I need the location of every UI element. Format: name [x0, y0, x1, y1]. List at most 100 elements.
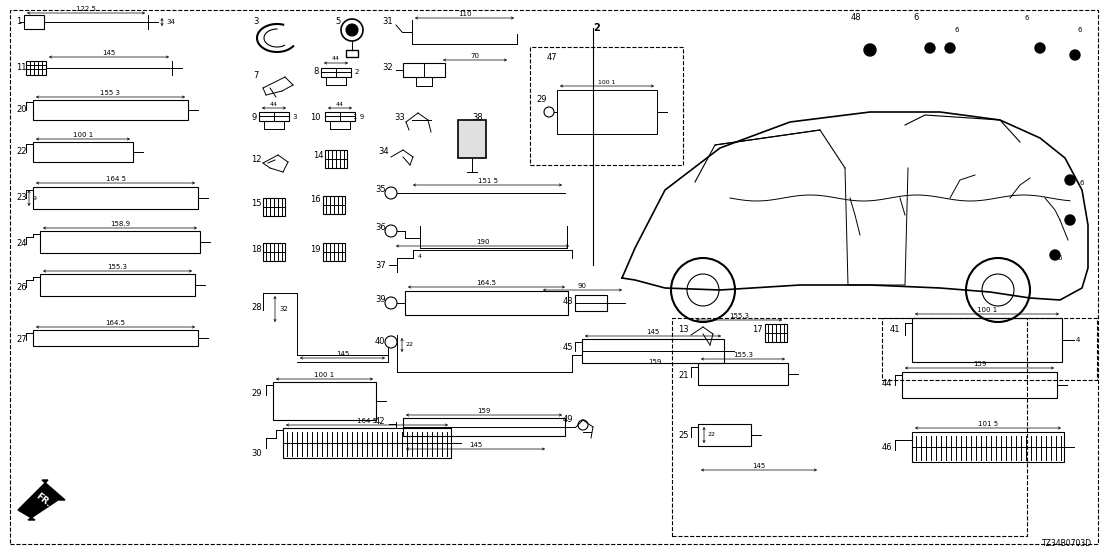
- Text: 16: 16: [310, 196, 320, 204]
- Text: 145: 145: [646, 329, 659, 335]
- Text: 47: 47: [547, 53, 557, 61]
- Text: 44: 44: [270, 101, 278, 106]
- Bar: [325, 112, 355, 121]
- Text: FR.: FR.: [33, 491, 52, 509]
- Text: 38: 38: [472, 112, 483, 121]
- Text: 100 1: 100 1: [977, 307, 997, 313]
- Text: 44: 44: [332, 57, 340, 61]
- Bar: [698, 424, 751, 446]
- Text: 155.3: 155.3: [733, 352, 753, 358]
- Text: 34: 34: [378, 147, 389, 156]
- Text: 145: 145: [752, 463, 766, 469]
- Bar: [33, 330, 198, 346]
- Text: 5: 5: [335, 18, 340, 27]
- Circle shape: [1065, 175, 1075, 185]
- Text: 37: 37: [375, 260, 386, 269]
- Text: 21: 21: [678, 371, 688, 379]
- Bar: [33, 100, 188, 120]
- Bar: [912, 432, 1064, 462]
- Bar: [671, 318, 1027, 536]
- Bar: [324, 243, 345, 261]
- Text: 25: 25: [678, 430, 688, 439]
- Bar: [403, 63, 445, 77]
- Bar: [765, 324, 787, 342]
- Text: 22: 22: [16, 147, 27, 156]
- Bar: [557, 90, 657, 134]
- Text: 34: 34: [166, 19, 175, 25]
- Text: 11: 11: [16, 63, 27, 71]
- Text: 43: 43: [563, 297, 574, 306]
- Text: 1 9: 1 9: [353, 114, 365, 120]
- Text: 6: 6: [955, 27, 960, 33]
- Text: 13: 13: [678, 326, 689, 335]
- Bar: [325, 150, 347, 168]
- Text: 190: 190: [475, 239, 490, 245]
- Bar: [406, 291, 568, 315]
- Text: 6: 6: [913, 13, 919, 23]
- Text: 8: 8: [312, 68, 318, 76]
- Text: 30: 30: [252, 449, 261, 458]
- Text: 164 5: 164 5: [357, 418, 377, 424]
- Bar: [458, 120, 486, 158]
- Text: 164.5: 164.5: [476, 280, 496, 286]
- Text: 20: 20: [16, 105, 27, 115]
- Text: 28: 28: [252, 304, 261, 312]
- Text: 100 1: 100 1: [73, 132, 93, 138]
- Text: 29: 29: [252, 388, 261, 398]
- Bar: [40, 274, 195, 296]
- Text: 3: 3: [293, 114, 297, 120]
- Bar: [283, 428, 451, 458]
- Text: 4: 4: [1076, 337, 1080, 343]
- Text: 159: 159: [478, 408, 491, 414]
- Text: 151 5: 151 5: [478, 178, 497, 184]
- Text: 3: 3: [253, 18, 258, 27]
- Text: 145: 145: [469, 442, 482, 448]
- Bar: [582, 339, 724, 363]
- Text: 39: 39: [375, 295, 386, 305]
- Text: 100 1: 100 1: [598, 80, 616, 85]
- Bar: [346, 50, 358, 57]
- Circle shape: [864, 44, 876, 56]
- Text: 22: 22: [708, 433, 716, 438]
- Text: 6: 6: [1078, 27, 1083, 33]
- Text: 100 1: 100 1: [315, 372, 335, 378]
- Bar: [321, 68, 351, 77]
- Text: 9: 9: [33, 196, 37, 201]
- Text: 17: 17: [752, 326, 762, 335]
- Text: 15: 15: [252, 199, 261, 208]
- Text: 33: 33: [394, 112, 404, 121]
- Text: 49: 49: [563, 416, 574, 424]
- Bar: [324, 196, 345, 214]
- Bar: [33, 142, 133, 162]
- Bar: [40, 231, 201, 253]
- Text: 44: 44: [882, 378, 893, 387]
- Text: 12: 12: [252, 156, 261, 165]
- Text: 14: 14: [312, 151, 324, 160]
- Text: 164.5: 164.5: [105, 320, 125, 326]
- Text: 6: 6: [1025, 15, 1029, 21]
- Bar: [912, 318, 1061, 362]
- Text: 32: 32: [279, 306, 288, 312]
- Bar: [263, 198, 285, 216]
- Text: 10: 10: [310, 114, 320, 122]
- Circle shape: [1050, 250, 1060, 260]
- Text: 155.3: 155.3: [107, 264, 127, 270]
- Bar: [25, 61, 47, 75]
- Text: 19: 19: [310, 244, 320, 254]
- Text: 29: 29: [536, 95, 546, 105]
- Bar: [698, 363, 788, 385]
- Text: 2: 2: [355, 69, 359, 75]
- Text: 44: 44: [336, 101, 343, 106]
- Bar: [24, 15, 44, 29]
- Text: 155 3: 155 3: [101, 90, 121, 96]
- Text: 6: 6: [1058, 255, 1063, 261]
- Text: 32: 32: [382, 63, 392, 71]
- Text: 40: 40: [375, 337, 386, 346]
- Text: 41: 41: [890, 326, 901, 335]
- Text: 18: 18: [252, 244, 261, 254]
- Bar: [882, 318, 1097, 380]
- Text: 158.9: 158.9: [110, 221, 130, 227]
- Text: 26: 26: [16, 283, 27, 291]
- Text: 159: 159: [648, 359, 661, 365]
- Circle shape: [1035, 43, 1045, 53]
